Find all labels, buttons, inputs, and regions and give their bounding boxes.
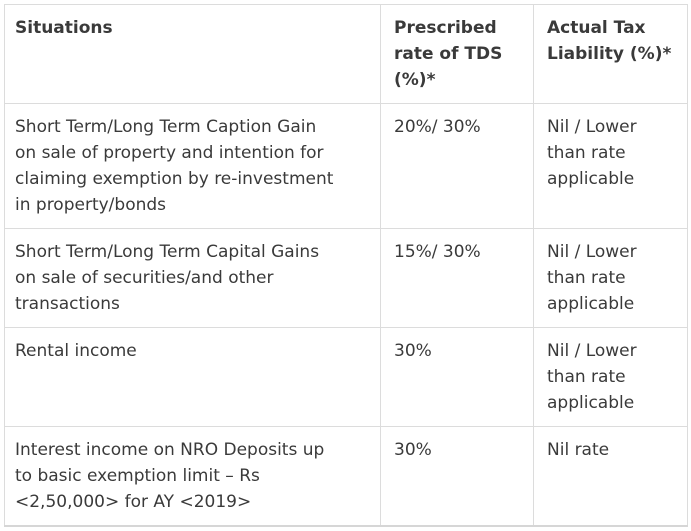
tds-rates-table: Situations Prescribed rate of TDS (%)* A… [4,4,688,527]
actual-liability-cell: Nil rate [533,426,688,527]
table-row: Situations Prescribed rate of TDS (%)* A… [4,4,688,104]
table-header-row: Situations Prescribed rate of TDS (%)* A… [4,4,688,104]
tds-rate-cell: 30% [380,426,534,527]
situation-cell: Short Term/Long Term Caption Gain on sal… [4,103,381,229]
actual-liability-cell: Nil / Lower than rate applicable [533,103,688,229]
tds-table-container: Situations Prescribed rate of TDS (%)* A… [4,4,688,527]
header-situations: Situations [4,4,381,104]
actual-liability-cell: Nil / Lower than rate applicable [533,327,688,427]
tds-rate-cell: 20%/ 30% [380,103,534,229]
situation-cell: Rental income [4,327,381,427]
situation-cell: Short Term/Long Term Capital Gains on sa… [4,228,381,328]
actual-liability-cell: Nil / Lower than rate applicable [533,228,688,328]
table-row: Rental income 30% Nil / Lower than rate … [4,327,688,427]
tds-rate-cell: 30% [380,327,534,427]
table-row: Short Term/Long Term Caption Gain on sal… [4,103,688,229]
header-tds-rate: Prescribed rate of TDS (%)* [380,4,534,104]
tds-rate-cell: 15%/ 30% [380,228,534,328]
situation-cell: Interest income on NRO Deposits up to ba… [4,426,381,527]
table-row: Interest income on NRO Deposits up to ba… [4,426,688,527]
header-actual-liability: Actual Tax Liability (%)* [533,4,688,104]
table-body: Short Term/Long Term Caption Gain on sal… [4,103,688,527]
table-row: Short Term/Long Term Capital Gains on sa… [4,228,688,328]
